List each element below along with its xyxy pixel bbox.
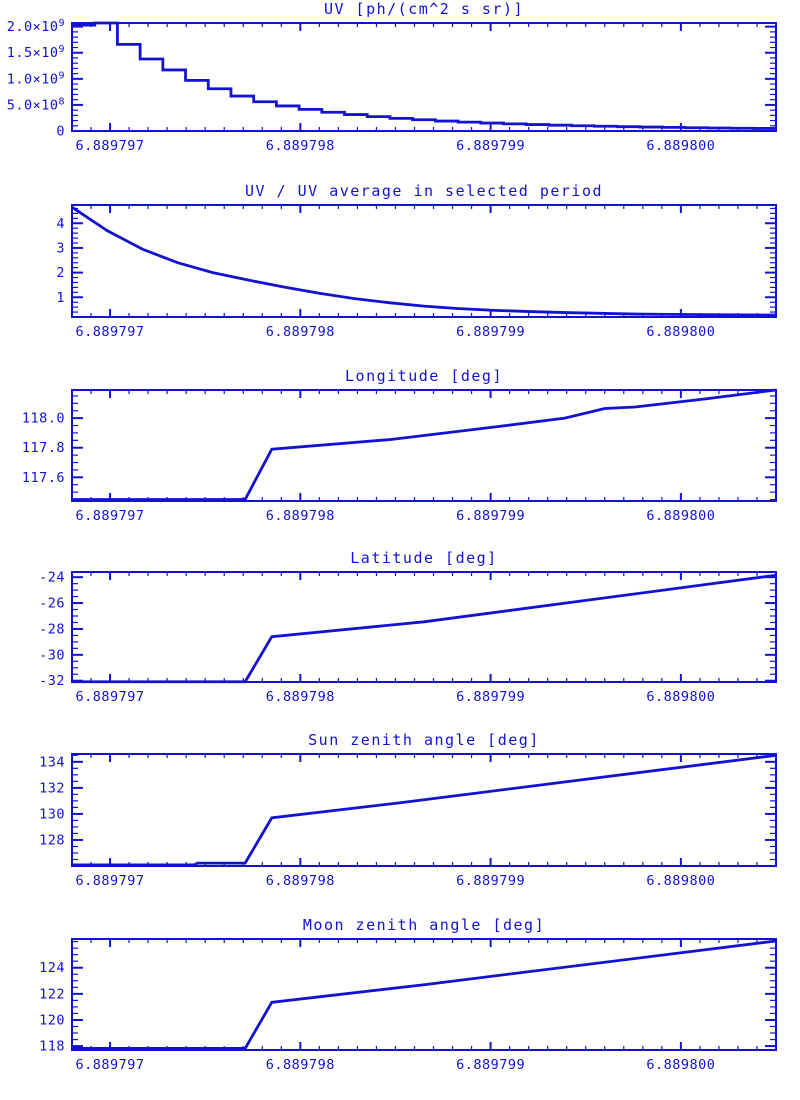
plot-box bbox=[71, 571, 777, 683]
chart-title: Latitude [deg] bbox=[350, 549, 497, 567]
plot-box bbox=[71, 753, 777, 867]
x-tick-label: 6.889797 bbox=[76, 1057, 145, 1073]
y-tick-label: 3 bbox=[56, 240, 65, 256]
x-tick-label: 6.889797 bbox=[76, 689, 145, 705]
chart-title: Longitude [deg] bbox=[345, 367, 503, 385]
y-tick-label: 118.0 bbox=[22, 411, 65, 427]
chart-title: Moon zenith angle [deg] bbox=[303, 916, 545, 934]
y-tick-label: 2.0×109 bbox=[7, 18, 65, 35]
y-tick-label: 0 bbox=[56, 124, 65, 140]
y-tick-label: 120 bbox=[39, 1012, 65, 1028]
x-tick-label: 6.889798 bbox=[266, 324, 335, 340]
data-series bbox=[72, 939, 777, 1050]
subplot-3: Longitude [deg] 6.889797 6.889798 6.889799 6… bbox=[22, 367, 777, 524]
y-tick-label: -30 bbox=[39, 647, 65, 663]
x-tick-label: 6.889800 bbox=[646, 324, 715, 340]
y-tick-label: -28 bbox=[39, 621, 65, 637]
y-tick-label: 122 bbox=[39, 986, 65, 1002]
y-tick-label: 5.0×108 bbox=[7, 96, 65, 113]
y-tick-label: 1 bbox=[56, 290, 65, 306]
data-series bbox=[72, 753, 777, 867]
y-tick-label: 117.6 bbox=[22, 470, 65, 486]
data-series bbox=[72, 388, 777, 501]
plot-box bbox=[71, 389, 777, 502]
plot-box bbox=[71, 938, 777, 1051]
data-series bbox=[71, 206, 777, 317]
x-tick-label: 6.889797 bbox=[76, 873, 145, 889]
x-tick-label: 6.889798 bbox=[266, 1057, 335, 1073]
y-tick-label: 118 bbox=[39, 1039, 65, 1055]
y-tick-label: 128 bbox=[39, 832, 65, 848]
y-tick-label: 117.8 bbox=[22, 440, 65, 456]
x-tick-label: 6.889799 bbox=[456, 873, 525, 889]
plot-box bbox=[71, 204, 777, 318]
y-tick-label: 1.0×109 bbox=[7, 70, 65, 87]
y-tick-label: 130 bbox=[39, 806, 65, 822]
y-tick-label: 124 bbox=[39, 960, 65, 976]
subplot-6: Moon zenith angle [deg] 6.889797 6.889798 6… bbox=[39, 916, 777, 1073]
subplot-5: Sun zenith angle [deg] 6.889797 6.889798 6.… bbox=[39, 731, 777, 889]
x-tick-label: 6.889800 bbox=[646, 689, 715, 705]
x-tick-label: 6.889800 bbox=[646, 1057, 715, 1073]
subplot-2: UV / UV average in selected period 6.8897… bbox=[56, 182, 777, 340]
subplot-1: UV [ph/(cm^2 s sr)] 6.889797 6.889798 6.889… bbox=[7, 0, 777, 154]
x-tick-label: 6.889800 bbox=[646, 873, 715, 889]
x-tick-label: 6.889800 bbox=[646, 138, 715, 154]
x-tick-label: 6.889797 bbox=[76, 508, 145, 524]
chart-title: UV [ph/(cm^2 s sr)] bbox=[324, 0, 524, 18]
y-tick-label: 4 bbox=[56, 216, 65, 232]
x-tick-label: 6.889799 bbox=[456, 1057, 525, 1073]
y-tick-label: -24 bbox=[39, 570, 65, 586]
y-tick-label: 134 bbox=[39, 754, 65, 770]
y-tick-label: -32 bbox=[39, 673, 65, 689]
y-tick-label: 132 bbox=[39, 780, 65, 796]
data-series bbox=[72, 573, 777, 684]
x-tick-label: 6.889799 bbox=[456, 324, 525, 340]
data-series bbox=[72, 21, 776, 130]
chart-title: UV / UV average in selected period bbox=[245, 182, 603, 200]
x-tick-label: 6.889799 bbox=[456, 689, 525, 705]
x-tick-label: 6.889798 bbox=[266, 689, 335, 705]
y-tick-label: 2 bbox=[56, 265, 65, 281]
x-tick-label: 6.889798 bbox=[266, 508, 335, 524]
chart-title: Sun zenith angle [deg] bbox=[308, 731, 540, 749]
x-tick-label: 6.889798 bbox=[266, 873, 335, 889]
y-tick-label: -26 bbox=[39, 596, 65, 612]
x-tick-label: 6.889799 bbox=[456, 508, 525, 524]
x-tick-label: 6.889797 bbox=[76, 324, 145, 340]
subplot-4: Latitude [deg] 6.889797 6.889798 6.889799 6.… bbox=[39, 549, 777, 705]
x-tick-label: 6.889799 bbox=[456, 138, 525, 154]
x-tick-label: 6.889798 bbox=[266, 138, 335, 154]
x-tick-label: 6.889797 bbox=[76, 138, 145, 154]
y-tick-label: 1.5×109 bbox=[7, 44, 65, 61]
plot-box bbox=[71, 22, 777, 132]
x-tick-label: 6.889800 bbox=[646, 508, 715, 524]
